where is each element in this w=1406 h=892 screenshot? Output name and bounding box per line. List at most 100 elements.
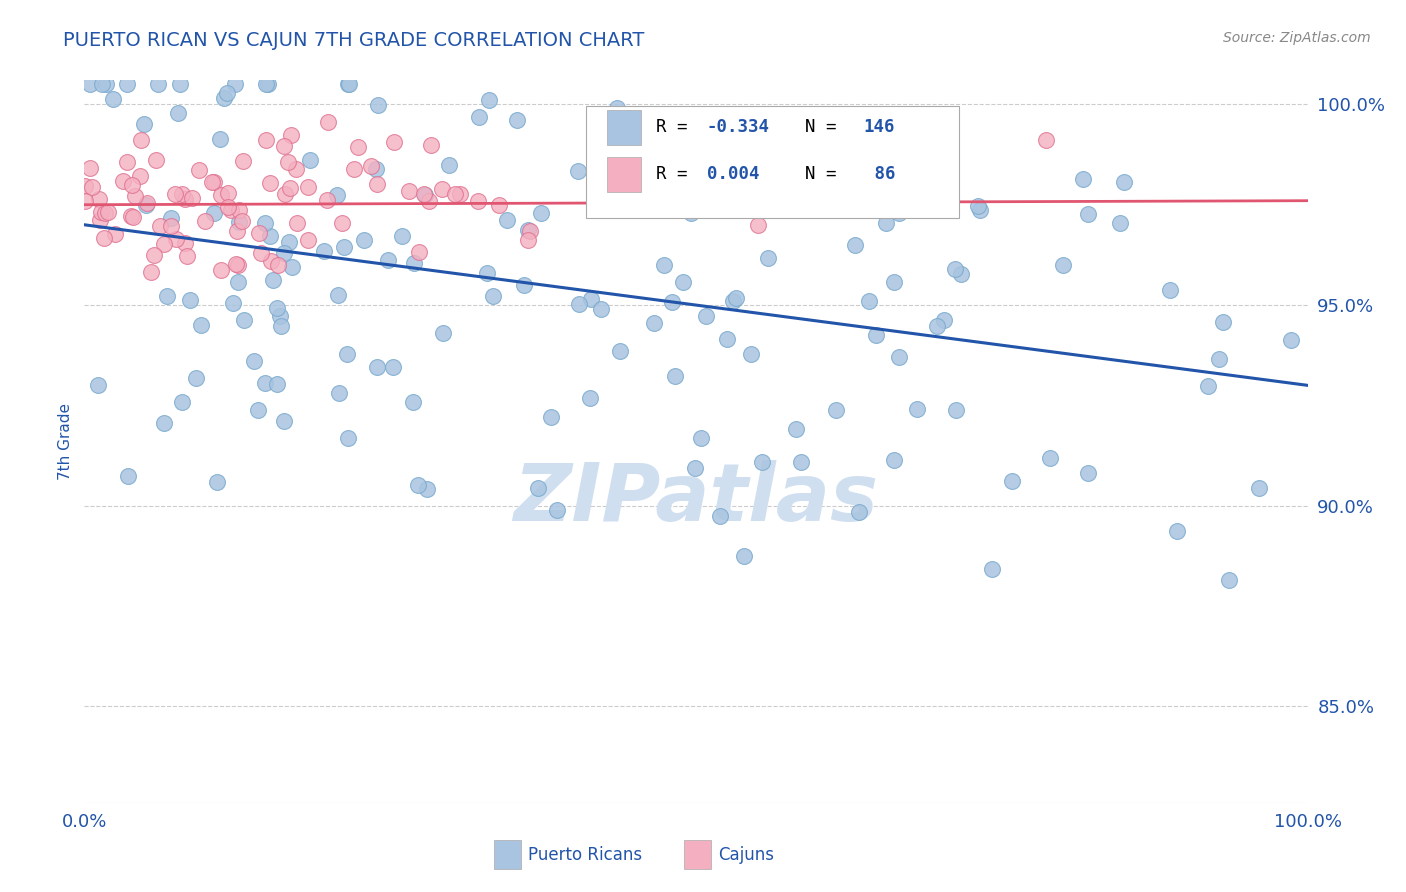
Point [567, 164, 589, 178]
Point [336, 347, 359, 361]
Point [416, 482, 439, 496]
Point [381, 359, 404, 374]
Point [1166, 524, 1188, 538]
Point [666, 182, 689, 196]
Point [190, 318, 212, 332]
Point [163, 187, 186, 202]
Text: N =: N = [785, 119, 846, 136]
Point [270, 318, 292, 333]
Point [546, 502, 568, 516]
Bar [606, 157, 641, 192]
Point [1197, 379, 1219, 393]
Point [664, 368, 686, 383]
Text: 146: 146 [863, 119, 896, 136]
Point [391, 229, 413, 244]
Point [273, 414, 295, 428]
Point [73, 179, 96, 194]
Point [366, 359, 388, 374]
Point [825, 403, 848, 417]
Point [367, 98, 389, 112]
Text: Cajuns: Cajuns [718, 846, 773, 863]
Point [353, 233, 375, 247]
Point [222, 296, 245, 310]
Point [1249, 481, 1271, 495]
Point [152, 416, 174, 430]
Point [721, 294, 744, 309]
Point [217, 200, 239, 214]
Point [567, 297, 589, 311]
Point [269, 310, 291, 324]
Point [326, 287, 349, 301]
Point [257, 78, 280, 92]
Point [280, 260, 302, 274]
Point [526, 481, 548, 495]
Point [176, 249, 198, 263]
Point [1218, 573, 1240, 587]
Point [94, 78, 117, 92]
Point [224, 78, 246, 92]
Point [1108, 216, 1130, 230]
Point [934, 313, 956, 327]
Point [496, 212, 519, 227]
Point [174, 192, 197, 206]
Point [73, 194, 96, 209]
Point [297, 233, 319, 247]
Point [966, 199, 988, 213]
Point [406, 478, 429, 492]
Point [221, 202, 243, 217]
Point [969, 203, 991, 218]
Point [420, 138, 443, 153]
Point [346, 139, 368, 153]
Point [709, 509, 731, 524]
Point [285, 162, 308, 177]
Point [643, 316, 665, 330]
Point [875, 215, 897, 229]
Bar [683, 840, 710, 870]
Point [398, 184, 420, 198]
Point [488, 198, 510, 212]
Point [756, 251, 779, 265]
Point [467, 194, 489, 208]
Point [260, 254, 283, 268]
Point [609, 344, 631, 359]
Text: -0.334: -0.334 [707, 119, 770, 136]
Point [945, 402, 967, 417]
Point [1071, 172, 1094, 186]
Point [129, 169, 152, 183]
Point [943, 261, 966, 276]
Point [193, 213, 215, 227]
Point [262, 273, 284, 287]
Point [506, 113, 529, 128]
Point [160, 219, 183, 233]
Point [231, 214, 253, 228]
Point [437, 158, 460, 172]
Point [449, 186, 471, 201]
Point [366, 178, 388, 192]
Point [93, 230, 115, 244]
Point [232, 313, 254, 327]
Point [1212, 315, 1234, 329]
Point [887, 350, 910, 364]
Point [131, 133, 153, 147]
Point [733, 549, 755, 563]
Point [205, 475, 228, 489]
Point [79, 78, 101, 92]
Point [273, 187, 295, 202]
Point [950, 267, 973, 281]
Point [97, 205, 120, 219]
Point [851, 124, 873, 138]
Point [165, 232, 187, 246]
Point [141, 265, 163, 279]
Point [249, 246, 271, 260]
Point [146, 78, 169, 92]
Point [225, 257, 247, 271]
Point [516, 223, 538, 237]
Point [104, 227, 127, 241]
Point [259, 176, 281, 190]
Y-axis label: 7th Grade: 7th Grade [58, 403, 73, 480]
Point [153, 236, 176, 251]
Point [184, 370, 207, 384]
Point [111, 174, 134, 188]
Point [404, 256, 426, 270]
Text: PUERTO RICAN VS CAJUN 7TH GRADE CORRELATION CHART: PUERTO RICAN VS CAJUN 7TH GRADE CORRELAT… [63, 31, 644, 50]
